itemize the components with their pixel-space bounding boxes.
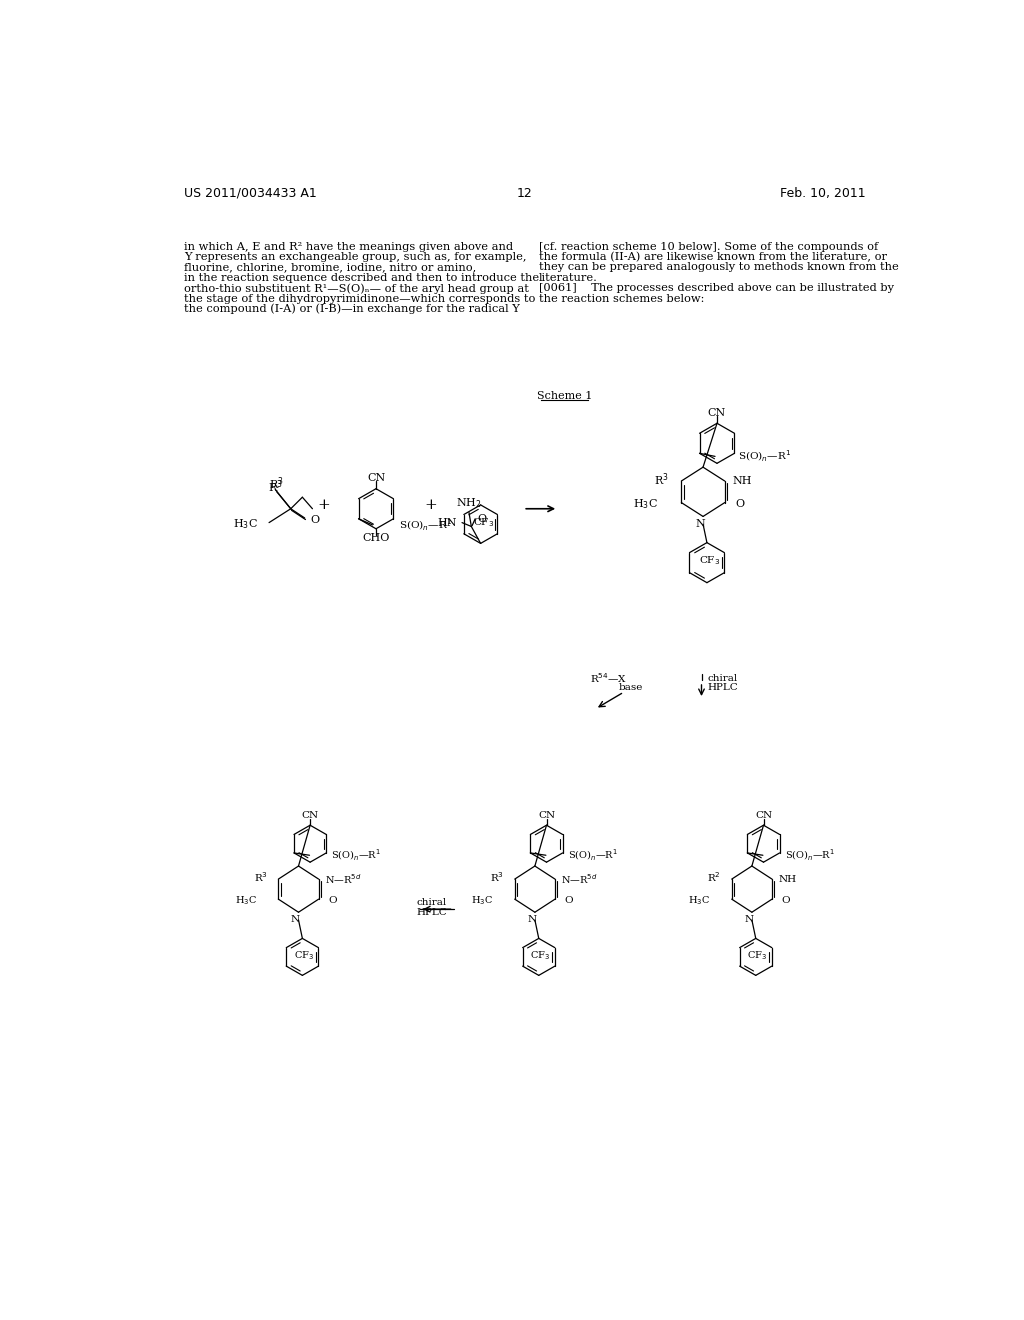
Text: ortho-thio substituent R¹—S(O)ₙ— of the aryl head group at: ortho-thio substituent R¹—S(O)ₙ— of the … <box>183 284 528 294</box>
Text: S(O)$_n$—R$^1$: S(O)$_n$—R$^1$ <box>331 847 381 863</box>
Text: NH: NH <box>732 477 752 486</box>
Text: the stage of the dihydropyrimidinone—which corresponds to: the stage of the dihydropyrimidinone—whi… <box>183 293 536 304</box>
Text: H$_3$C: H$_3$C <box>233 517 258 531</box>
Text: CN: CN <box>708 408 726 418</box>
Text: they can be prepared analogously to methods known from the: they can be prepared analogously to meth… <box>539 263 898 272</box>
Text: R$^{54}$—X: R$^{54}$—X <box>590 672 627 685</box>
Text: R$^3$: R$^3$ <box>254 871 267 884</box>
Text: Feb. 10, 2011: Feb. 10, 2011 <box>780 186 866 199</box>
Text: Y represents an exchangeable group, such as, for example,: Y represents an exchangeable group, such… <box>183 252 526 261</box>
Text: +: + <box>316 498 330 512</box>
Text: CF$_3$: CF$_3$ <box>530 949 551 962</box>
Text: +: + <box>424 498 436 512</box>
Text: CN: CN <box>538 812 555 821</box>
Text: CHO: CHO <box>362 533 390 543</box>
Text: O: O <box>477 513 486 524</box>
Text: R$^3$: R$^3$ <box>267 479 283 495</box>
Text: H$_3$C: H$_3$C <box>633 498 658 511</box>
Text: S(O)$_n$—R$^1$: S(O)$_n$—R$^1$ <box>784 847 835 863</box>
Text: CF$_3$: CF$_3$ <box>294 949 314 962</box>
Text: H$_3$C: H$_3$C <box>471 894 493 907</box>
Text: S(O)$_n$—R$^1$: S(O)$_n$—R$^1$ <box>738 449 792 465</box>
Text: 12: 12 <box>517 186 532 199</box>
Text: CF$_3$: CF$_3$ <box>748 949 767 962</box>
Text: O: O <box>781 896 790 906</box>
Text: N: N <box>527 916 537 924</box>
Text: CN: CN <box>755 812 772 821</box>
Text: R$^3$: R$^3$ <box>654 471 669 488</box>
Text: CF$_3$: CF$_3$ <box>698 554 720 566</box>
Text: CF$_3$: CF$_3$ <box>473 516 495 528</box>
Text: chiral: chiral <box>417 899 446 907</box>
Text: N—R$^{5d}$: N—R$^{5d}$ <box>325 873 361 886</box>
Text: S(O)$_n$—R$^1$: S(O)$_n$—R$^1$ <box>567 847 617 863</box>
Text: S(O)$_n$—R$^1$: S(O)$_n$—R$^1$ <box>399 517 452 533</box>
Text: fluorine, chlorine, bromine, iodine, nitro or amino,: fluorine, chlorine, bromine, iodine, nit… <box>183 263 476 272</box>
Text: H$_3$C: H$_3$C <box>688 894 710 907</box>
Text: R$^2$: R$^2$ <box>708 871 721 884</box>
Text: CN: CN <box>367 473 385 483</box>
Text: O: O <box>328 896 337 906</box>
Text: Scheme 1: Scheme 1 <box>537 391 592 401</box>
Text: literature.: literature. <box>539 273 598 282</box>
Text: R$^3$: R$^3$ <box>269 475 284 492</box>
Text: CN: CN <box>301 812 318 821</box>
Text: O: O <box>564 896 573 906</box>
Text: NH$_2$: NH$_2$ <box>456 496 482 511</box>
Text: N: N <box>744 916 754 924</box>
Text: HN: HN <box>438 517 458 528</box>
Text: H$_3$C: H$_3$C <box>234 894 257 907</box>
Text: in the reaction sequence described and then to introduce the: in the reaction sequence described and t… <box>183 273 539 282</box>
Text: the formula (II-A) are likewise known from the literature, or: the formula (II-A) are likewise known fr… <box>539 252 887 263</box>
Text: the compound (I-A) or (I-B)—in exchange for the radical Y: the compound (I-A) or (I-B)—in exchange … <box>183 304 519 314</box>
Text: base: base <box>618 682 643 692</box>
Text: [0061]    The processes described above can be illustrated by: [0061] The processes described above can… <box>539 284 894 293</box>
Text: O: O <box>310 515 319 524</box>
Text: in which A, E and R² have the meanings given above and: in which A, E and R² have the meanings g… <box>183 242 513 252</box>
Text: N: N <box>291 916 300 924</box>
Text: chiral: chiral <box>708 673 738 682</box>
Text: O: O <box>735 499 744 510</box>
Text: US 2011/0034433 A1: US 2011/0034433 A1 <box>183 186 316 199</box>
Text: N—R$^{5d}$: N—R$^{5d}$ <box>561 873 598 886</box>
Text: HPLC: HPLC <box>708 682 738 692</box>
Text: N: N <box>695 519 705 529</box>
Text: R$^3$: R$^3$ <box>489 871 504 884</box>
Text: the reaction schemes below:: the reaction schemes below: <box>539 293 705 304</box>
Text: HPLC: HPLC <box>417 908 447 916</box>
Text: NH: NH <box>778 875 797 883</box>
Text: [cf. reaction scheme 10 below]. Some of the compounds of: [cf. reaction scheme 10 below]. Some of … <box>539 242 878 252</box>
